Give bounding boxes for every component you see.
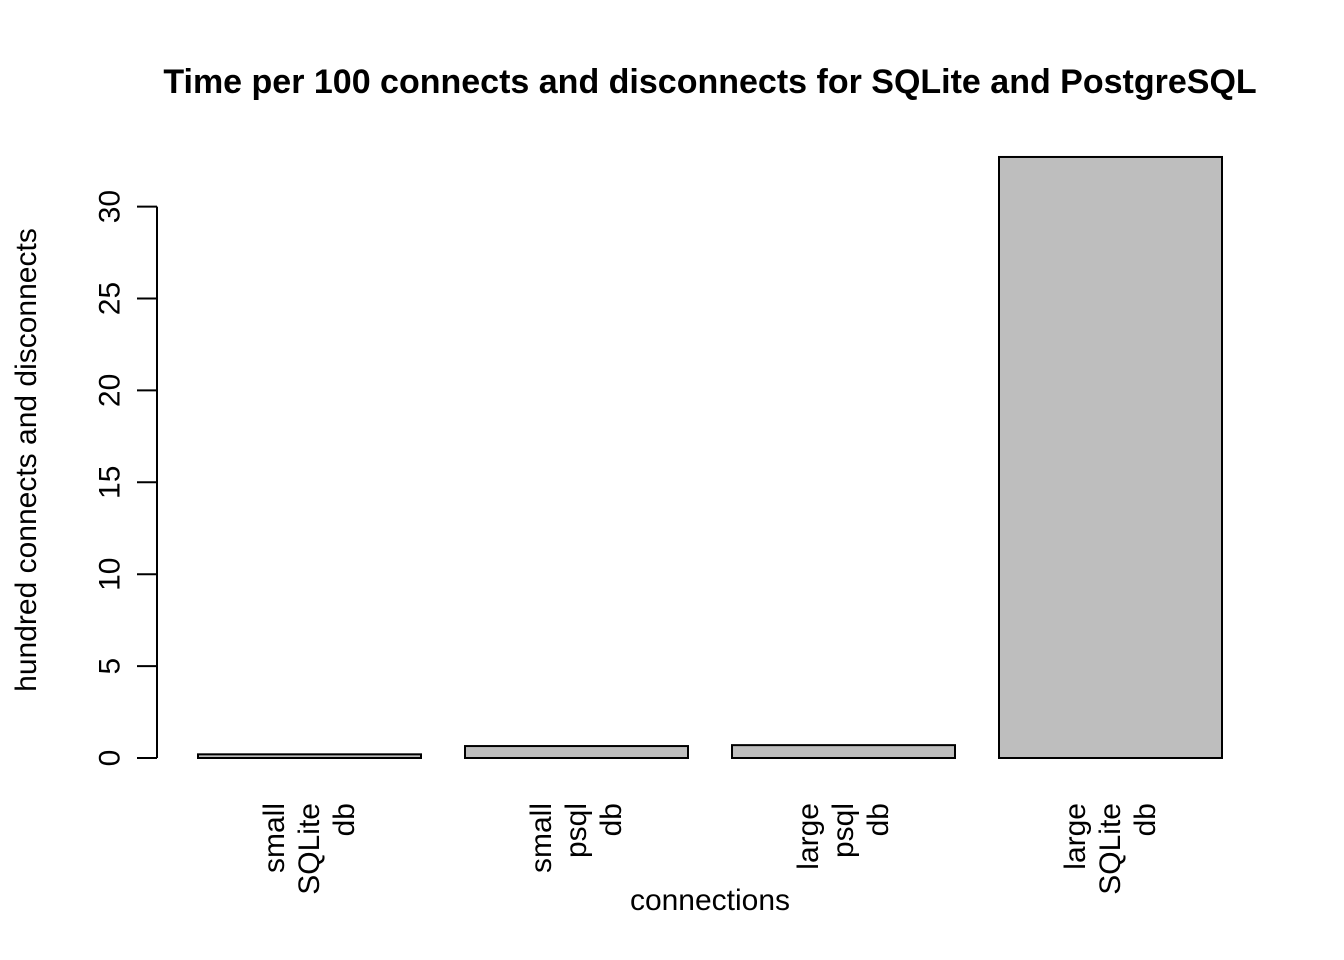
y-tick-label: 20 (94, 374, 127, 407)
y-tick-label: 0 (94, 750, 127, 767)
category-labels: small SQLite db small psql db large psql db large… (258, 803, 1162, 895)
bar-3 (731, 744, 956, 759)
bars (197, 155, 1223, 759)
x-tick-label: db (1129, 803, 1162, 836)
x-tick-label: large (1059, 803, 1092, 870)
bar-4 (998, 155, 1223, 759)
y-tick-label: 30 (94, 190, 127, 223)
bar-1 (197, 753, 422, 759)
y-tick-label: 25 (94, 282, 127, 315)
x-tick-label: large (792, 803, 825, 870)
bar-2 (464, 745, 689, 759)
x-tick-label: SQLite (1094, 803, 1127, 895)
x-tick-label: db (595, 803, 628, 836)
chart-title: Time per 100 connects and disconnects fo… (163, 63, 1256, 101)
y-axis-label: hundred connects and disconnects (10, 228, 43, 692)
x-tick-label: db (862, 803, 895, 836)
x-tick-label: psql (560, 803, 593, 858)
x-tick-label: small (258, 803, 291, 873)
x-tick-label: db (328, 803, 361, 836)
y-tick-label: 10 (94, 558, 127, 591)
y-tick-label: 5 (94, 658, 127, 675)
x-tick-label: SQLite (293, 803, 326, 895)
y-axis: 0 5 10 15 20 25 30 (94, 190, 158, 766)
x-tick-label: small (525, 803, 558, 873)
x-tick-label: psql (827, 803, 860, 858)
y-tick-label: 15 (94, 466, 127, 499)
x-axis-label: connections (630, 884, 790, 917)
